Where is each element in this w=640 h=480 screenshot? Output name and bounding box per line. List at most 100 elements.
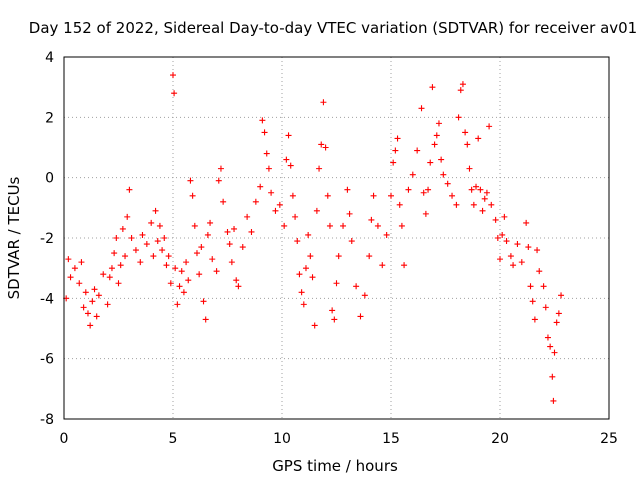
data-point [154, 238, 161, 245]
data-point [470, 201, 477, 208]
data-point [329, 307, 336, 314]
data-point [390, 159, 397, 166]
data-point [163, 262, 170, 269]
y-tick-label: 0 [45, 171, 54, 187]
data-point [464, 141, 471, 148]
data-point [104, 301, 111, 308]
data-point [183, 259, 190, 266]
data-point [536, 268, 543, 275]
data-point [296, 271, 303, 278]
chart-title: Day 152 of 2022, Sidereal Day-to-day VTE… [29, 19, 637, 37]
data-point [193, 250, 200, 257]
data-point [544, 334, 551, 341]
data-point [248, 228, 255, 235]
data-point [115, 280, 122, 287]
data-point [171, 90, 178, 97]
data-point [202, 316, 209, 323]
data-point [226, 241, 233, 248]
data-point [396, 201, 403, 208]
data-point [95, 292, 102, 299]
data-point [200, 298, 207, 305]
data-point [176, 283, 183, 290]
data-point [494, 235, 501, 241]
data-point [333, 280, 340, 287]
data-point [265, 165, 272, 172]
data-point [217, 165, 224, 172]
data-point [165, 253, 172, 260]
data-point [113, 235, 120, 241]
data-point [189, 192, 196, 199]
data-point [159, 247, 166, 254]
data-point [527, 283, 534, 290]
data-point [499, 231, 506, 238]
data-point [348, 238, 355, 245]
data-point [444, 180, 451, 187]
data-point [488, 201, 495, 208]
data-point [497, 256, 503, 263]
data-point [213, 268, 220, 275]
data-point [185, 277, 192, 284]
data-point [550, 397, 557, 404]
data-point [477, 186, 484, 193]
data-point [547, 343, 554, 350]
data-point [161, 235, 168, 241]
x-tick-label: 5 [169, 431, 178, 447]
data-point [119, 225, 126, 232]
data-point [122, 253, 129, 260]
data-point [289, 192, 296, 199]
data-point [318, 141, 325, 148]
data-point [529, 298, 536, 305]
data-point [174, 301, 181, 308]
data-point [108, 265, 115, 272]
data-point [326, 222, 333, 229]
data-point [466, 165, 473, 172]
data-point [268, 189, 275, 196]
x-tick-label: 15 [382, 431, 400, 447]
data-point [425, 186, 432, 193]
data-point [433, 132, 440, 139]
data-point [143, 241, 150, 248]
data-point [300, 301, 307, 308]
data-point [549, 373, 556, 380]
data-point [228, 259, 235, 266]
data-point [285, 132, 292, 139]
data-point [84, 310, 91, 317]
data-point [294, 238, 301, 245]
data-point [276, 201, 283, 208]
data-point [89, 298, 96, 305]
data-point [459, 81, 466, 88]
data-point [82, 289, 89, 296]
data-point [156, 222, 163, 229]
data-point [139, 231, 146, 238]
data-point [558, 292, 565, 299]
data-point [298, 289, 305, 296]
data-point [531, 316, 538, 323]
data-point [167, 280, 174, 287]
data-point [429, 84, 436, 91]
data-point [204, 231, 211, 238]
data-point [551, 349, 558, 356]
data-point [353, 283, 360, 290]
data-points [63, 72, 565, 404]
data-point [100, 271, 107, 278]
plot-frame [63, 56, 610, 420]
data-point [344, 186, 351, 193]
data-point [224, 228, 231, 235]
data-point [479, 207, 486, 214]
data-point [440, 171, 447, 178]
data-point [361, 292, 368, 299]
data-point [198, 244, 205, 251]
y-tick-label: 2 [45, 110, 54, 126]
data-point [307, 253, 314, 260]
data-point [152, 207, 159, 214]
data-point [252, 198, 259, 205]
data-point [335, 253, 342, 260]
data-point [124, 213, 131, 220]
data-point [316, 165, 323, 172]
data-point [231, 225, 238, 232]
y-tick-label: -8 [40, 412, 54, 428]
data-point [542, 304, 549, 311]
data-point [272, 207, 279, 214]
data-point [233, 277, 240, 284]
data-point [78, 259, 85, 266]
